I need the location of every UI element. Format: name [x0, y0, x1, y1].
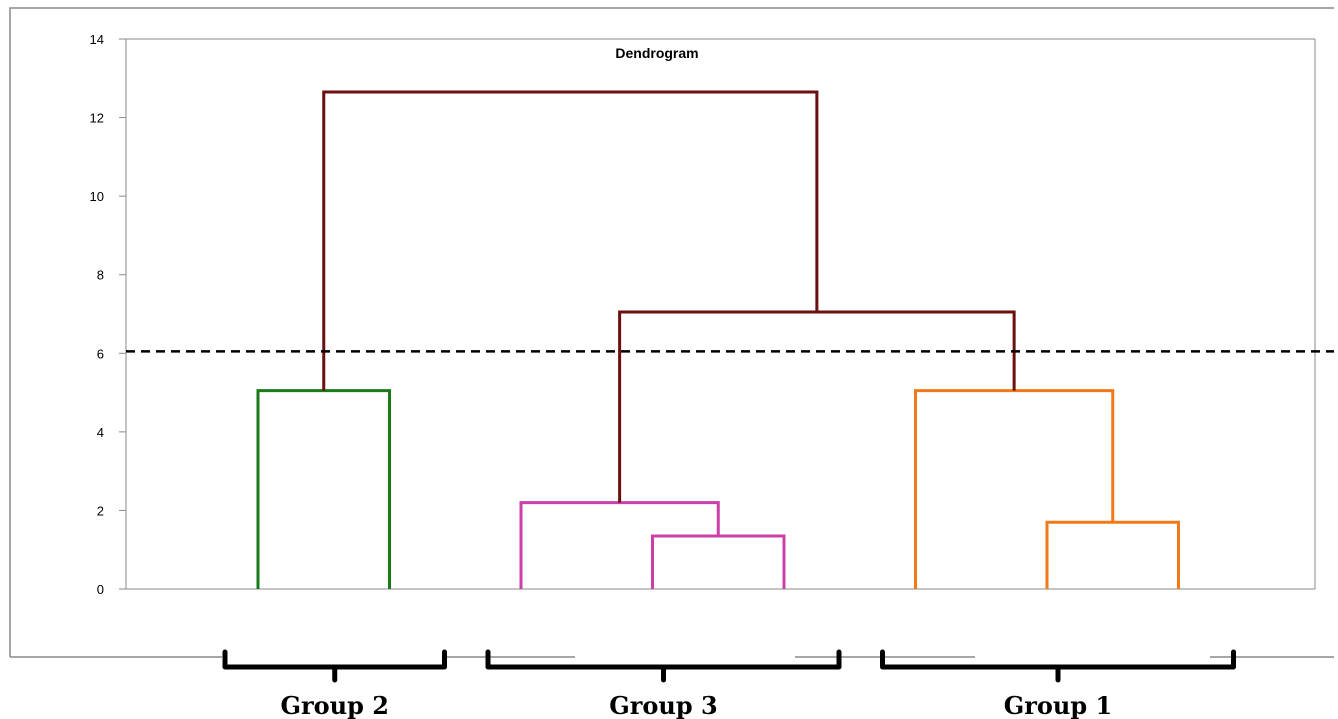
- y-tick-label: 4: [97, 425, 104, 440]
- y-tick-label: 2: [97, 503, 104, 518]
- y-tick-label: 0: [97, 582, 104, 597]
- dendrogram-link: [322, 90, 819, 391]
- y-ticks: 0 2 4 6 8 10 12 14: [90, 32, 126, 597]
- dendrogram-link: [1045, 520, 1180, 589]
- dendrogram-link: [914, 389, 1115, 589]
- group-label: Group 3: [609, 691, 717, 719]
- dendrogram-link: [618, 310, 1016, 503]
- dendrogram-link: [651, 534, 786, 589]
- y-tick-label: 10: [90, 189, 104, 204]
- chart-frame: [9, 7, 1334, 657]
- y-tick-label: 8: [97, 268, 104, 283]
- group-bracket: [222, 649, 447, 683]
- dendrogram-links: [256, 90, 1180, 589]
- y-tick-label: 6: [97, 346, 104, 361]
- group-bracket: [880, 649, 1236, 683]
- chart-title: Dendrogram: [615, 45, 698, 61]
- group-bracket: [485, 649, 842, 683]
- y-tick-label: 12: [90, 111, 104, 126]
- group-label: Group 2: [281, 691, 389, 719]
- y-tick-label: 14: [90, 32, 104, 47]
- group-brackets: Group 2 Group 3 Group 1: [222, 649, 1236, 719]
- dendrogram-link: [519, 501, 720, 589]
- dendrogram-link: [256, 389, 391, 589]
- group-label: Group 1: [1004, 691, 1112, 719]
